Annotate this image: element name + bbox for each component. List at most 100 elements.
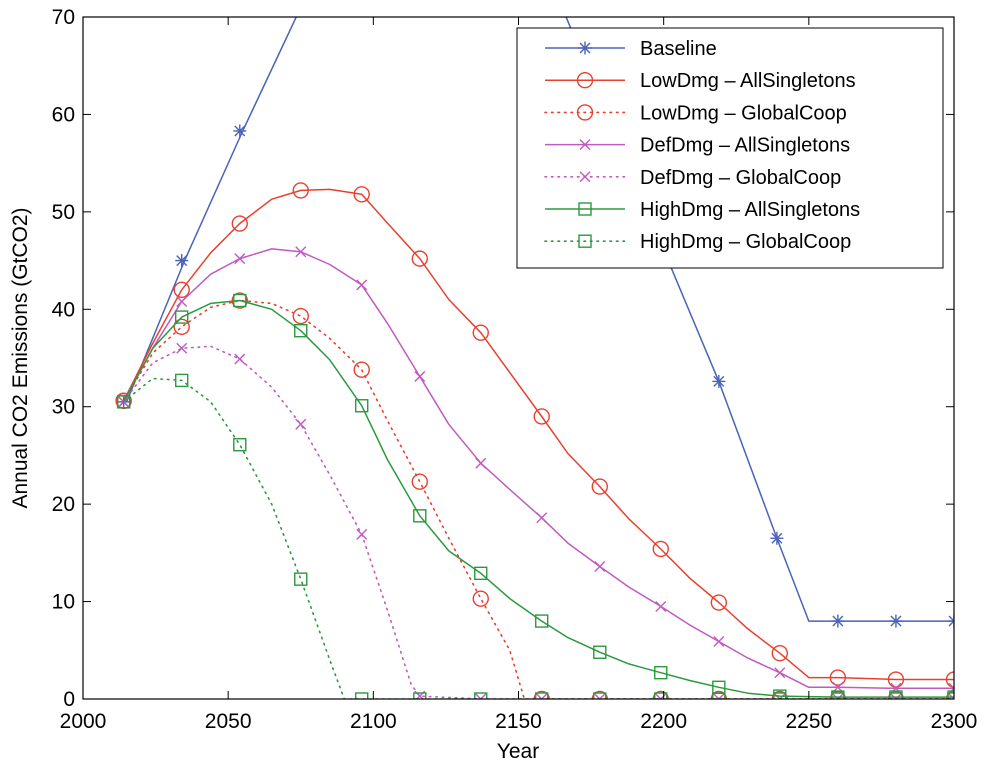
- data-point-lowdmg-globalcoop: [472, 590, 489, 607]
- data-point-lowdmg-allsingletons: [173, 281, 190, 298]
- data-point-highdmg-globalcoop: [116, 395, 131, 409]
- data-point-lowdmg-globalcoop: [771, 690, 788, 699]
- series-line-lowdmg-allsingletons: [122, 188, 954, 681]
- x-tick-label: 2000: [60, 710, 107, 733]
- legend-label: HighDmg – GlobalCoop: [640, 231, 851, 253]
- series-line-defdmg-globalcoop: [122, 345, 954, 699]
- series-lowdmg-allsingletons: [115, 182, 954, 688]
- data-point-defdmg-globalcoop: [176, 342, 188, 354]
- data-point-defdmg-globalcoop: [295, 418, 307, 430]
- data-point-defdmg-allsingletons: [295, 246, 307, 258]
- data-point-highdmg-globalcoop: [474, 692, 488, 699]
- data-point-defdmg-globalcoop: [948, 693, 954, 699]
- data-point-lowdmg-allsingletons: [472, 324, 489, 341]
- legend-label: LowDmg – AllSingletons: [640, 70, 856, 92]
- x-tick-label: 2250: [785, 710, 832, 733]
- data-point-lowdmg-globalcoop: [173, 318, 190, 336]
- legend-item-defdmg-allsingletons: DefDmg – AllSingletons: [545, 135, 850, 157]
- series-defdmg-allsingletons: [118, 246, 954, 694]
- data-point-lowdmg-allsingletons: [411, 250, 428, 267]
- legend-label: Baseline: [640, 38, 717, 60]
- data-point-defdmg-allsingletons: [234, 253, 246, 265]
- data-point-lowdmg-allsingletons: [652, 540, 669, 558]
- data-point-highdmg-allsingletons: [355, 399, 369, 413]
- data-point-baseline: [712, 374, 726, 388]
- data-point-defdmg-allsingletons: [536, 512, 548, 524]
- data-point-highdmg-globalcoop: [294, 572, 308, 586]
- data-point-baseline: [889, 614, 903, 628]
- legend-swatch-marker: [578, 202, 592, 216]
- legend-item-lowdmg-allsingletons: LowDmg – AllSingletons: [545, 70, 856, 92]
- x-tick-label: 2150: [495, 710, 542, 733]
- data-point-lowdmg-globalcoop: [591, 690, 608, 699]
- data-point-defdmg-globalcoop: [713, 693, 725, 699]
- y-tick-label: 30: [52, 396, 75, 419]
- data-point-highdmg-globalcoop: [175, 373, 189, 388]
- legend-item-lowdmg-globalcoop: LowDmg – GlobalCoop: [544, 102, 847, 124]
- y-tick-label: 70: [52, 6, 75, 29]
- y-tick-label: 20: [52, 493, 75, 516]
- legend-swatch-marker: [576, 71, 594, 89]
- data-point-lowdmg-allsingletons: [231, 215, 248, 232]
- data-point-highdmg-allsingletons: [474, 566, 488, 581]
- legend-swatch-marker: [578, 41, 592, 55]
- data-point-defdmg-allsingletons: [594, 561, 606, 572]
- data-point-lowdmg-globalcoop: [710, 690, 728, 699]
- series-baseline: [117, 17, 954, 628]
- data-point-lowdmg-allsingletons: [945, 671, 954, 688]
- data-point-baseline: [233, 124, 247, 138]
- data-point-lowdmg-globalcoop: [652, 690, 669, 699]
- data-point-lowdmg-globalcoop: [411, 473, 428, 490]
- legend-label: DefDmg – GlobalCoop: [640, 167, 841, 189]
- y-axis-title: Annual CO2 Emissions (GtCO2): [9, 207, 32, 508]
- data-point-highdmg-globalcoop: [413, 692, 427, 699]
- x-tick-label: 2100: [350, 710, 397, 733]
- data-point-lowdmg-globalcoop: [533, 690, 550, 699]
- data-point-highdmg-globalcoop: [889, 692, 903, 699]
- data-point-lowdmg-globalcoop: [353, 361, 370, 378]
- data-point-highdmg-allsingletons: [233, 293, 247, 308]
- data-point-defdmg-globalcoop: [475, 693, 487, 699]
- series-highdmg-globalcoop: [116, 373, 954, 699]
- series-defdmg-globalcoop: [118, 342, 954, 699]
- data-point-highdmg-globalcoop: [654, 692, 668, 699]
- data-point-defdmg-globalcoop: [536, 693, 548, 699]
- series-line-lowdmg-globalcoop: [122, 299, 954, 699]
- data-point-highdmg-globalcoop: [773, 692, 787, 699]
- series-highdmg-allsingletons: [116, 293, 954, 699]
- data-point-defdmg-globalcoop: [594, 693, 606, 699]
- data-point-highdmg-allsingletons: [593, 645, 607, 659]
- data-point-lowdmg-allsingletons: [710, 594, 728, 611]
- data-point-baseline: [175, 254, 189, 268]
- legend-swatch-marker: [579, 171, 591, 183]
- series-lowdmg-globalcoop: [115, 292, 954, 699]
- y-tick-label: 10: [52, 591, 75, 614]
- data-point-baseline: [770, 531, 784, 545]
- legend-swatch-marker: [578, 234, 592, 248]
- data-point-highdmg-globalcoop: [593, 692, 607, 699]
- legend-item-baseline: Baseline: [545, 38, 717, 60]
- legend-label: DefDmg – AllSingletons: [640, 135, 850, 157]
- data-point-lowdmg-allsingletons: [591, 478, 608, 495]
- legend-item-highdmg-allsingletons: HighDmg – AllSingletons: [545, 199, 860, 221]
- data-point-defdmg-allsingletons: [356, 279, 368, 291]
- y-tick-label: 60: [52, 103, 75, 126]
- legend-item-defdmg-globalcoop: DefDmg – GlobalCoop: [544, 167, 841, 189]
- data-point-baseline: [947, 614, 954, 628]
- data-point-lowdmg-allsingletons: [533, 408, 550, 425]
- data-point-highdmg-globalcoop: [535, 692, 549, 699]
- y-tick-label: 0: [63, 688, 75, 711]
- data-point-defdmg-allsingletons: [655, 600, 667, 612]
- y-tick-label: 40: [52, 298, 75, 321]
- data-point-defdmg-allsingletons: [475, 457, 487, 469]
- data-point-lowdmg-globalcoop: [292, 307, 309, 325]
- x-axis-title: Year: [497, 740, 539, 763]
- legend-swatch-marker: [576, 104, 594, 121]
- legend-item-highdmg-globalcoop: HighDmg – GlobalCoop: [544, 231, 851, 253]
- data-point-defdmg-globalcoop: [356, 528, 368, 540]
- x-tick-label: 2200: [640, 710, 687, 733]
- x-tick-label: 2050: [205, 710, 252, 733]
- data-point-highdmg-allsingletons: [175, 310, 189, 324]
- data-point-defdmg-allsingletons: [713, 636, 725, 648]
